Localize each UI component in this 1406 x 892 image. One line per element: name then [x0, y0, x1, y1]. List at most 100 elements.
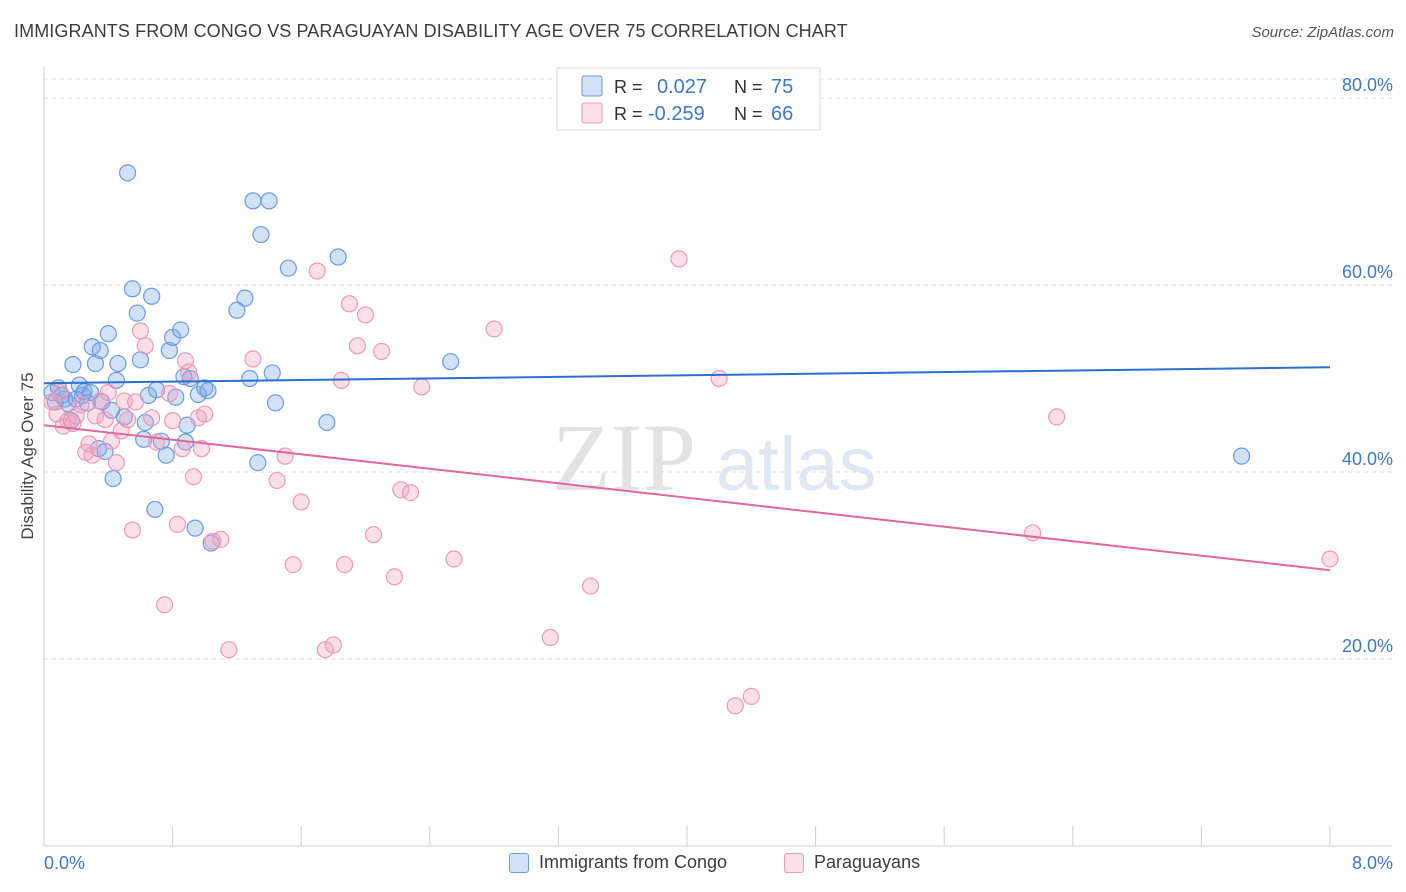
congo-point [189, 385, 207, 404]
paraguayans-point [316, 641, 334, 659]
congo-point [157, 446, 175, 464]
congo-point [118, 164, 137, 182]
congo-point [96, 442, 114, 461]
congo-point [252, 225, 270, 244]
legend-item-paraguayans[interactable]: Paraguayans [784, 852, 920, 873]
paraguayans-point [308, 262, 326, 280]
legend-item-congo[interactable]: Immigrants from Congo [509, 852, 727, 873]
paraguayans-point [1048, 408, 1066, 426]
y-tick-label: 20.0% [1342, 636, 1393, 656]
paraguayans-point [192, 440, 211, 458]
congo-point [123, 280, 142, 298]
paraguayans-point [99, 383, 117, 402]
congo-point [172, 321, 190, 339]
legend-n-label-congo: N = [734, 77, 763, 97]
paraguayans-point [268, 471, 286, 490]
paraguayans-point [160, 384, 178, 403]
congo-point [91, 341, 109, 360]
congo-point [236, 289, 254, 307]
congo-point [329, 248, 347, 266]
legend-box [556, 67, 821, 131]
legend-n-value-congo: 75 [771, 76, 793, 98]
congo-point [260, 192, 278, 210]
legend-r-value-congo: 0.027 [657, 76, 707, 98]
congo-point [249, 454, 267, 472]
paraguayans-point [180, 363, 198, 381]
paraguayans-point [118, 411, 137, 429]
congo-point [160, 341, 178, 360]
trend-lines [43, 366, 1331, 572]
paraguayans-point [670, 250, 688, 268]
congo-point [442, 353, 460, 371]
trend-line-congo [43, 366, 1331, 385]
congo-point [78, 394, 97, 412]
paraguayans-point [445, 550, 463, 568]
congo-point [266, 394, 285, 412]
paraguayans-point [401, 483, 420, 502]
legend-label-congo: Immigrants from Congo [539, 852, 728, 872]
legend-n-value-paraguayans: 66 [771, 103, 793, 125]
paraguayans-point [1321, 550, 1339, 568]
y-tick-label: 40.0% [1342, 449, 1393, 469]
congo-point [1232, 447, 1251, 465]
paraguayans-point [136, 337, 154, 355]
congo-point [64, 355, 82, 374]
paraguayans-point [220, 641, 238, 659]
congo-point [318, 413, 336, 432]
axes [43, 67, 1392, 847]
congo-point [244, 192, 262, 210]
tick-labels: 20.0% 40.0% 60.0% 80.0% 0.0% 8.0% [44, 75, 1393, 873]
congo-point [109, 354, 127, 373]
paraguayans-point [1024, 524, 1042, 542]
x-tick-label: 8.0% [1352, 853, 1393, 873]
legend-marker-congo [509, 852, 529, 873]
paraguayans-point [710, 369, 728, 388]
paraguayans-point [143, 409, 161, 427]
congo-point [263, 364, 281, 382]
congo-point [104, 469, 122, 488]
watermark: ZIP atlas [552, 404, 877, 511]
legend-marker-paraguayans [784, 852, 804, 873]
congo-point [228, 301, 246, 319]
paraguayans-point [212, 530, 230, 548]
paraguayans-point [67, 407, 85, 425]
paraguayans-point [83, 446, 101, 464]
paraguayans-point [581, 577, 600, 595]
trend-line-paraguayans [43, 424, 1331, 572]
paraguayans-point [485, 320, 503, 338]
paraguayans-point [276, 447, 294, 465]
paraguayans-point [392, 481, 410, 499]
paraguayans-point [155, 596, 174, 614]
correlation-legend: R = 0.027 N = 75 R = -0.259 N = 66 [556, 67, 821, 131]
congo-point [128, 304, 146, 322]
paraguayans-point [336, 555, 354, 574]
legend-swatch-paraguayans [581, 102, 603, 124]
legend-r-label-congo: R = [614, 77, 643, 97]
paraguayans-point [51, 383, 69, 402]
paraguayans-point [96, 411, 114, 429]
x-tick-label: 0.0% [44, 853, 85, 873]
y-tick-label: 60.0% [1342, 262, 1393, 282]
congo-point [199, 382, 217, 400]
paraguayans-point [385, 568, 404, 586]
paraguayans-point [413, 378, 431, 396]
paraguayans-point [742, 687, 760, 706]
paraguayans-point [131, 322, 150, 340]
paraguayans-point [541, 628, 559, 647]
paraguayans-point [196, 405, 214, 423]
paraguayans-point [123, 521, 142, 539]
paraguayans-point [372, 342, 391, 361]
paraguayans-point [292, 493, 310, 511]
congo-point [107, 371, 125, 389]
congo-point [86, 354, 105, 373]
paraguayans-point [176, 352, 195, 370]
paraguayans-point [244, 350, 262, 368]
congo-point [83, 338, 101, 356]
legend-n-label-paraguayans: N = [734, 104, 763, 124]
legend-swatch-congo [581, 75, 603, 97]
paraguayans-point [340, 295, 359, 313]
paraguayans-point [107, 454, 125, 472]
paraguayans-point [168, 515, 187, 533]
legend-label-paraguayans: Paraguayans [814, 852, 921, 872]
